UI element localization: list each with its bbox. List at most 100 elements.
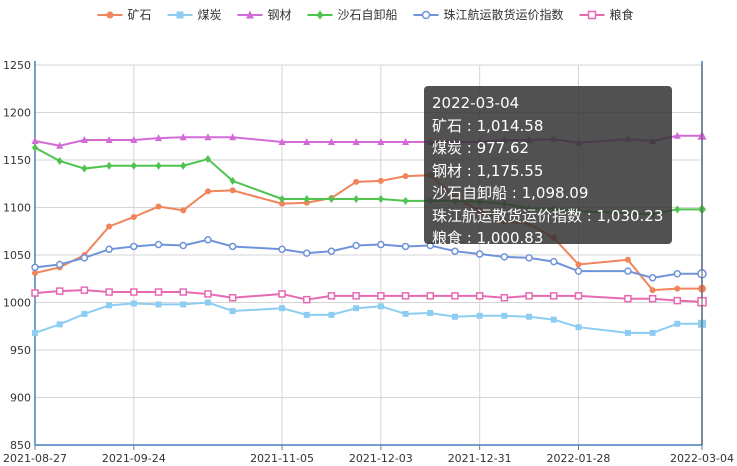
data-point-1[interactable] bbox=[526, 313, 533, 320]
data-point-3[interactable] bbox=[56, 156, 63, 165]
data-point-5[interactable] bbox=[31, 289, 39, 297]
legend-item-0[interactable]: 矿石 bbox=[97, 8, 152, 22]
data-point-5[interactable] bbox=[451, 292, 459, 300]
data-point-2[interactable] bbox=[377, 137, 385, 145]
data-point-5[interactable] bbox=[130, 288, 138, 296]
data-point-2[interactable] bbox=[229, 133, 237, 141]
data-point-5[interactable] bbox=[154, 288, 163, 296]
data-point-4[interactable] bbox=[451, 247, 459, 255]
data-point-1[interactable] bbox=[106, 302, 113, 309]
legend-item-4[interactable]: 珠江航运散货运价指数 bbox=[413, 7, 564, 22]
data-point-1[interactable] bbox=[501, 312, 508, 319]
data-point-1[interactable] bbox=[353, 305, 360, 312]
data-point-2[interactable] bbox=[130, 136, 138, 144]
data-point-1[interactable] bbox=[204, 299, 211, 306]
data-point-1[interactable] bbox=[377, 303, 384, 310]
data-point-5[interactable] bbox=[105, 288, 113, 296]
data-point-4[interactable] bbox=[179, 241, 187, 250]
data-point-4[interactable] bbox=[154, 240, 163, 249]
legend-item-1[interactable]: 煤炭 bbox=[167, 8, 222, 22]
data-point-1[interactable] bbox=[476, 312, 483, 319]
legend-item-3[interactable]: 沙石自卸船 bbox=[307, 7, 398, 22]
data-point-2[interactable] bbox=[80, 136, 88, 144]
data-point-2[interactable] bbox=[105, 136, 113, 144]
data-point-5[interactable] bbox=[228, 294, 237, 302]
data-point-5[interactable] bbox=[377, 292, 385, 300]
legend[interactable]: 矿石 煤炭 钢材 沙石自卸船 珠江航运散货运价指数 粮食 bbox=[97, 7, 634, 22]
data-point-2[interactable] bbox=[155, 134, 163, 142]
data-point-4[interactable] bbox=[278, 245, 286, 254]
data-point-4[interactable] bbox=[302, 249, 311, 257]
legend-marker-icon[interactable] bbox=[176, 11, 184, 19]
legend-marker-icon[interactable] bbox=[316, 10, 324, 20]
data-point-2[interactable] bbox=[278, 137, 286, 145]
data-point-5[interactable] bbox=[401, 292, 410, 300]
data-point-0[interactable] bbox=[106, 223, 113, 230]
data-point-2[interactable] bbox=[327, 137, 335, 145]
data-point-4[interactable] bbox=[574, 267, 583, 275]
data-point-1[interactable] bbox=[328, 311, 335, 318]
data-point-3[interactable] bbox=[279, 194, 286, 203]
data-point-1[interactable] bbox=[649, 329, 656, 336]
data-point-4[interactable] bbox=[352, 241, 360, 250]
data-point-1[interactable] bbox=[81, 310, 88, 317]
data-point-0[interactable] bbox=[229, 187, 236, 194]
data-point-0[interactable] bbox=[279, 200, 286, 207]
data-point-5[interactable] bbox=[500, 294, 509, 302]
legend-marker-icon[interactable] bbox=[106, 11, 114, 19]
legend-item-5[interactable]: 粮食 bbox=[579, 7, 634, 22]
data-point-3[interactable] bbox=[81, 164, 88, 173]
data-point-4[interactable] bbox=[673, 270, 682, 278]
data-point-5[interactable] bbox=[278, 290, 286, 298]
data-point-5[interactable] bbox=[550, 292, 558, 300]
data-point-0[interactable] bbox=[377, 177, 384, 184]
data-point-3[interactable] bbox=[130, 161, 137, 170]
data-point-2[interactable] bbox=[204, 133, 212, 141]
data-point-1[interactable] bbox=[303, 311, 310, 318]
data-point-5[interactable] bbox=[624, 294, 632, 303]
data-point-4[interactable] bbox=[31, 263, 39, 272]
data-point-4[interactable] bbox=[105, 245, 113, 254]
legend-marker-icon[interactable] bbox=[587, 10, 597, 20]
data-point-4[interactable] bbox=[377, 240, 385, 249]
data-point-5[interactable] bbox=[673, 296, 682, 305]
data-point-5[interactable] bbox=[55, 287, 64, 295]
data-point-3[interactable] bbox=[328, 194, 335, 203]
data-point-4[interactable] bbox=[130, 242, 138, 251]
data-point-3[interactable] bbox=[32, 143, 38, 152]
data-point-5[interactable] bbox=[352, 292, 360, 300]
data-point-1[interactable] bbox=[451, 313, 458, 320]
data-point-1[interactable] bbox=[575, 324, 582, 331]
data-point-2[interactable] bbox=[179, 133, 187, 141]
data-point-5[interactable] bbox=[327, 292, 336, 300]
data-point-3[interactable] bbox=[229, 176, 236, 185]
data-point-0[interactable] bbox=[204, 188, 211, 195]
data-point-1[interactable] bbox=[229, 308, 236, 315]
data-point-1[interactable] bbox=[279, 305, 286, 312]
data-point-3[interactable] bbox=[674, 205, 681, 214]
data-point-5[interactable] bbox=[204, 290, 212, 298]
data-point-2[interactable] bbox=[31, 137, 39, 144]
data-point-3[interactable] bbox=[377, 194, 384, 203]
data-point-0[interactable] bbox=[353, 178, 360, 185]
data-point-0[interactable] bbox=[402, 173, 409, 180]
data-point-1[interactable] bbox=[624, 329, 631, 336]
data-point-3[interactable] bbox=[204, 155, 211, 164]
data-point-4[interactable] bbox=[401, 242, 410, 251]
data-point-5[interactable] bbox=[80, 286, 89, 294]
data-point-2[interactable] bbox=[56, 141, 64, 149]
data-point-4[interactable] bbox=[228, 242, 237, 251]
data-point-4[interactable] bbox=[327, 247, 336, 255]
data-point-4[interactable] bbox=[624, 267, 632, 275]
data-point-4[interactable] bbox=[525, 254, 533, 262]
data-point-4[interactable] bbox=[550, 257, 558, 266]
data-point-1[interactable] bbox=[427, 309, 434, 316]
data-point-4[interactable] bbox=[648, 274, 657, 282]
legend-marker-icon[interactable] bbox=[421, 10, 431, 20]
data-point-1[interactable] bbox=[130, 300, 137, 307]
data-point-3[interactable] bbox=[106, 161, 113, 170]
data-point-5[interactable] bbox=[648, 294, 657, 303]
legend-item-2[interactable]: 钢材 bbox=[237, 8, 292, 22]
data-point-1[interactable] bbox=[550, 316, 557, 323]
data-point-0[interactable] bbox=[180, 207, 187, 214]
